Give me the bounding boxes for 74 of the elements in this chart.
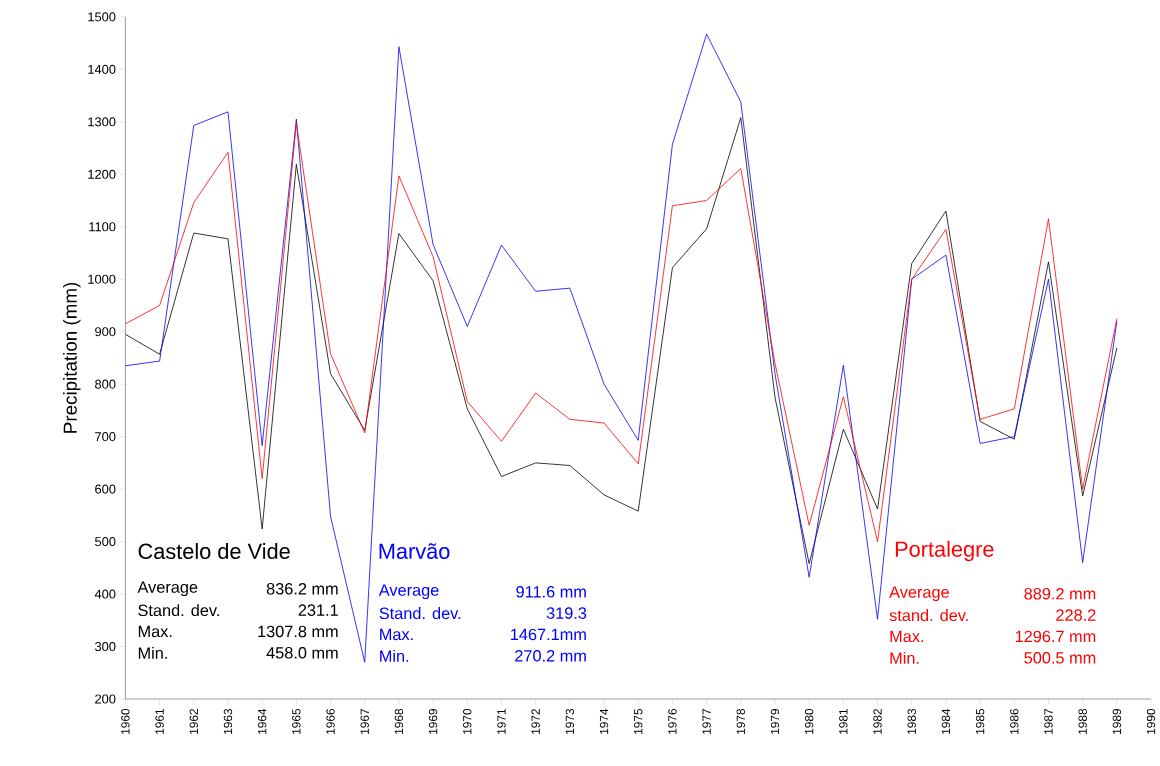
annotation: 458.0 mm [266,647,338,659]
annotation: 228.2 [1056,609,1096,622]
x-tick-label: 1973 [565,709,575,735]
annotation: 889.2 mm [1024,588,1096,600]
y-axis-title: Precipitation (mm) [63,283,81,433]
x-tick-label: 1967 [360,709,369,735]
x-tick-label: 1985 [975,709,985,735]
annotation: Stand. dev. [379,607,461,620]
x-tick-label: 1975 [634,709,643,735]
annotation: 270.2 mm [515,650,586,662]
x-tick-label: 1978 [736,709,745,735]
x-tick-label: 1977 [702,709,711,735]
x-tick-label: 1987 [1044,709,1053,735]
series-label: Portalegre [895,541,994,562]
y-tick-label: 300 [95,642,116,652]
x-tick-label: 1981 [839,709,848,735]
x-tick-label: 1989 [1112,709,1122,735]
x-tick-label: 1963 [223,709,233,735]
x-tick-label: 1986 [1010,709,1019,735]
annotation: 231.1 [298,604,338,617]
x-tick-label: 1972 [531,709,540,735]
annotation: Max. [380,628,413,641]
x-tick-label: 1980 [804,709,814,735]
annotation: Average [137,581,198,597]
x-tick-label: 1960 [121,709,130,735]
y-tick-label: 600 [95,484,116,494]
x-tick-label: 1969 [428,709,438,735]
x-tick-label: 1964 [257,709,267,735]
x-tick-label: 1983 [907,709,916,735]
annotation: 1467.1mm [511,628,586,641]
annotation: Average [889,586,949,602]
annotation: stand. dev. [889,609,968,622]
annotation: Min. [890,652,919,664]
annotation: 319.3 [546,607,587,620]
x-tick-label: 1988 [1078,709,1087,735]
annotation: 500.5 mm [1024,652,1096,664]
x-tick-label: 1965 [292,709,301,735]
y-tick-label: 800 [95,379,116,389]
y-tick-label: 1300 [88,117,116,127]
annotation: Min. [380,650,409,662]
x-tick-label: 1976 [668,709,677,735]
annotation: Average [378,584,439,600]
y-tick-label: 1000 [88,274,116,284]
line-series [125,34,1118,663]
y-tick-label: 700 [95,432,116,442]
x-tick-label: 1968 [394,709,404,735]
annotation: Stand. dev. [138,604,219,617]
x-tick-label: 1984 [941,709,951,735]
series-label: Marvão [379,543,450,560]
series-label: Castelo de Vide [138,543,290,560]
x-tick-label: 1970 [463,709,472,735]
annotation: Max. [890,630,924,643]
y-tick-label: 200 [95,694,116,704]
x-tick-label: 1961 [155,709,164,735]
x-tick-label: 1974 [599,709,609,735]
x-tick-label: 1979 [770,709,780,735]
x-tick-label: 1971 [497,709,506,735]
y-tick-label: 400 [94,589,116,599]
y-tick-label: 1500 [88,12,116,22]
y-tick-label: 1100 [89,222,116,232]
x-tick-label: 1966 [326,709,335,735]
y-tick-label: 1200 [88,169,116,180]
annotation: 911.6 mm [516,586,586,598]
annotation: 1296.7 mm [1015,630,1096,643]
x-tick-label: 1962 [189,709,198,735]
y-tick-label: 500 [95,537,116,547]
annotation: 1307.8 mm [258,625,338,638]
x-tick-label: 1990 [1146,709,1156,735]
annotation: 836.2 mm [266,583,338,595]
annotation: Max. [138,626,172,638]
x-tick-label: 1982 [873,709,882,735]
annotation: Min. [138,647,167,659]
y-tick-label: 900 [95,327,116,337]
y-tick-label: 1400 [88,65,116,75]
